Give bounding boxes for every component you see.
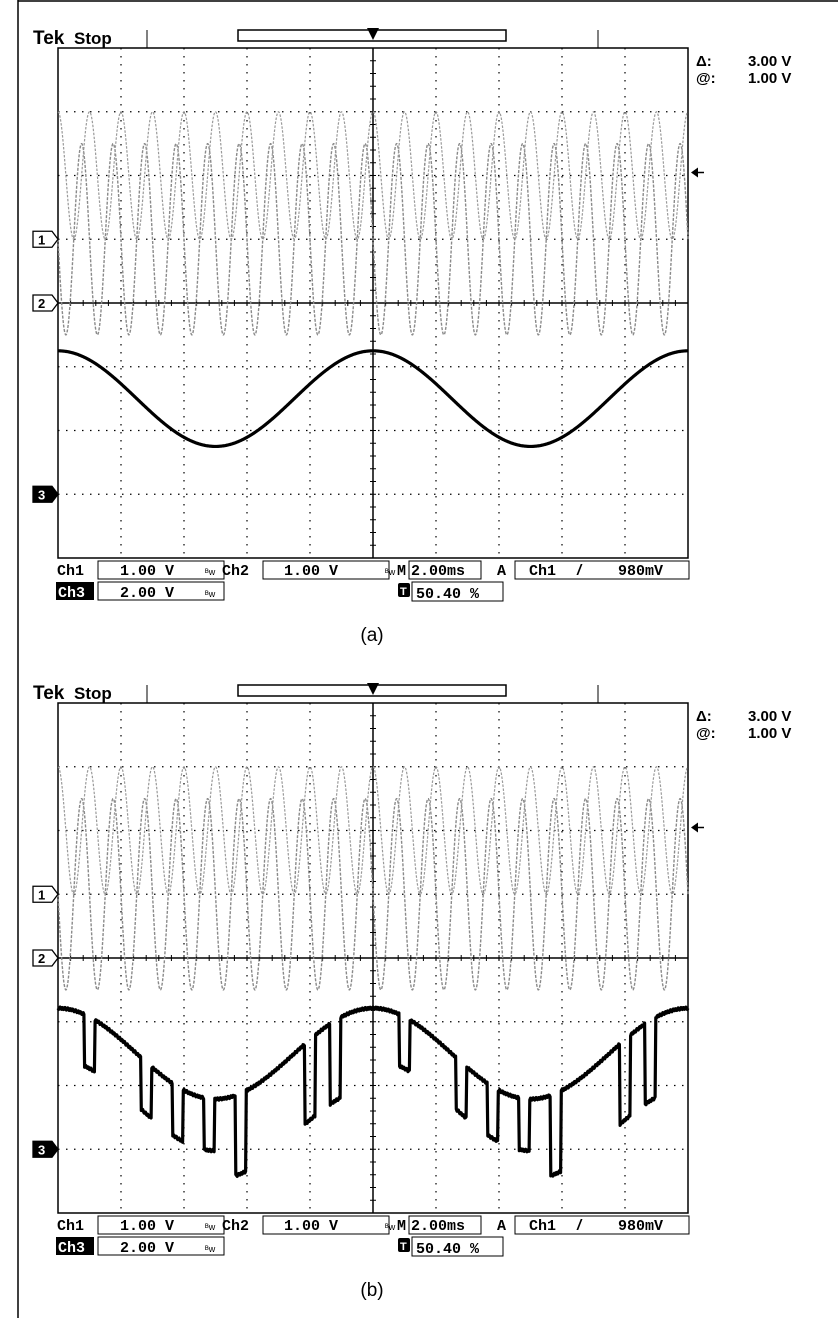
ch3-label: Ch3	[58, 1240, 85, 1257]
ch2-bw-icon: ᴮw	[385, 567, 396, 577]
channel-marker-1: 1	[33, 231, 58, 247]
ch3-scale: 2.00 V	[120, 1240, 174, 1257]
timebase: 2.00ms	[411, 563, 465, 580]
ch1-scale: 1.00 V	[120, 563, 174, 580]
trigger-mode: A	[497, 1218, 506, 1235]
trigger-position: 50.40 %	[416, 586, 480, 603]
channel-marker-label: 3	[38, 1142, 45, 1157]
ch1-label: Ch1	[57, 1218, 84, 1235]
channel-marker-shape	[33, 950, 58, 966]
ch1-bw-icon: ᴮw	[205, 567, 216, 577]
channel-marker-shape	[33, 295, 58, 311]
acquisition-status: Stop	[74, 29, 112, 48]
channel-marker-shape	[33, 231, 58, 247]
panel-caption: (b)	[360, 1280, 383, 1301]
trigger-level: 980mV	[618, 563, 663, 580]
trigger-pos-icon-letter: T	[400, 1241, 407, 1253]
cursor-delta-label: Δ:	[696, 53, 712, 70]
channel-marker-3: 3	[33, 486, 58, 502]
cursor-delta-value: 3.00 V	[748, 53, 791, 70]
ch3-bw-icon: ᴮw	[205, 1244, 216, 1254]
cursor-at-label: @:	[696, 70, 716, 87]
acquisition-status: Stop	[74, 684, 112, 703]
ch2-scale: 1.00 V	[284, 563, 338, 580]
trigger-slope-icon: /	[576, 562, 583, 579]
trigger-slope-icon: /	[576, 1217, 583, 1234]
trigger-position: 50.40 %	[416, 1241, 480, 1258]
channel-marker-label: 1	[38, 887, 45, 902]
ch2-label: Ch2	[222, 563, 249, 580]
trigger-mode: A	[497, 563, 506, 580]
trigger-source: Ch1	[529, 563, 556, 580]
timebase: 2.00ms	[411, 1218, 465, 1235]
unused	[691, 760, 700, 824]
cursor-at-label: @:	[696, 725, 716, 742]
trigger-level: 980mV	[618, 1218, 663, 1235]
channel-marker-shape	[33, 486, 58, 502]
ch1-scale: 1.00 V	[120, 1218, 174, 1235]
channel-marker-label: 2	[38, 951, 45, 966]
ch1-label: Ch1	[57, 563, 84, 580]
channel-marker-label: 3	[38, 487, 45, 502]
unused	[691, 105, 700, 169]
channel-marker-2: 2	[33, 295, 58, 311]
ch2-label: Ch2	[222, 1218, 249, 1235]
scope-panel-a: Tek Stop T Δ: 3.00 V @: 1.00 V 1 2 3 Ch1 1.00 V ᴮw Ch…	[33, 28, 791, 646]
scope-panel-b: Tek Stop T Δ: 3.00 V @: 1.00 V 1 2 3 Ch1 1.00 V ᴮw Ch…	[33, 683, 791, 1301]
ch1-bw-icon: ᴮw	[205, 1222, 216, 1232]
ch2-scale: 1.00 V	[284, 1218, 338, 1235]
trigger-source: Ch1	[529, 1218, 556, 1235]
trigger-level-arrow	[691, 823, 698, 833]
channel-marker-3: 3	[33, 1141, 58, 1157]
ch2-bw-icon: ᴮw	[385, 1222, 396, 1232]
timebase-label: M	[397, 563, 406, 580]
brand-label: Tek	[33, 28, 65, 49]
timebase-label: M	[397, 1218, 406, 1235]
channel-marker-1: 1	[33, 886, 58, 902]
channel-marker-shape	[33, 1141, 58, 1157]
cursor-delta-value: 3.00 V	[748, 708, 791, 725]
channel-marker-label: 1	[38, 232, 45, 247]
trigger-pos-icon-letter: T	[400, 586, 407, 598]
cursor-at-value: 1.00 V	[748, 70, 791, 87]
cursor-at-value: 1.00 V	[748, 725, 791, 742]
ch3-label: Ch3	[58, 585, 85, 602]
channel-marker-label: 2	[38, 296, 45, 311]
ch3-bw-icon: ᴮw	[205, 589, 216, 599]
trigger-level-arrow	[691, 168, 698, 178]
brand-label: Tek	[33, 683, 65, 704]
ch3-scale: 2.00 V	[120, 585, 174, 602]
cursor-delta-label: Δ:	[696, 708, 712, 725]
panel-caption: (a)	[360, 625, 383, 646]
channel-marker-shape	[33, 886, 58, 902]
channel-marker-2: 2	[33, 950, 58, 966]
